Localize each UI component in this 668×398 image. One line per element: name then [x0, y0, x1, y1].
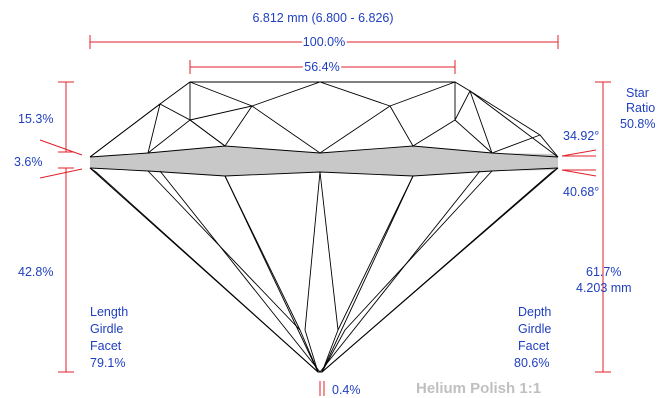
length-girdle-facet-line1: Length — [90, 305, 128, 319]
crown-angle-label: 34.92° — [563, 129, 599, 143]
crown-facets — [89, 81, 559, 158]
star-ratio-line1: Star — [626, 86, 649, 100]
length-girdle-facet-value: 79.1% — [90, 356, 125, 370]
watermark: Helium Polish 1:1 — [416, 380, 541, 397]
girdle-thickness-label: 3.6% — [14, 155, 43, 169]
depth-girdle-facet-value: 80.6% — [514, 356, 549, 370]
depth-girdle-facet-line1: Depth — [518, 305, 551, 319]
pavilion-angle-label: 40.68° — [563, 185, 599, 199]
total-depth-pct-label: 61.7% — [586, 265, 621, 279]
culet-label: 0.4% — [332, 383, 361, 397]
pavilion-depth-label: 42.8% — [18, 265, 53, 279]
depth-girdle-facet-line3: Facet — [518, 339, 550, 353]
crown-height-label: 15.3% — [18, 112, 53, 126]
total-width-label: 100.0% — [303, 35, 345, 49]
star-ratio-value: 50.8% — [620, 117, 655, 131]
diameter-label: 6.812 mm (6.800 - 6.826) — [252, 11, 393, 25]
girdle-band — [90, 146, 558, 176]
length-girdle-facet-line2: Girdle — [90, 322, 123, 336]
length-girdle-facet-line3: Facet — [90, 339, 122, 353]
dimension-lines — [39, 35, 611, 396]
pavilion-facets — [89, 167, 559, 373]
table-label: 56.4% — [304, 60, 339, 74]
star-ratio-line2: Ratio — [626, 101, 655, 115]
total-depth-mm-label: 4.203 mm — [576, 281, 632, 295]
depth-girdle-facet-line2: Girdle — [518, 322, 551, 336]
